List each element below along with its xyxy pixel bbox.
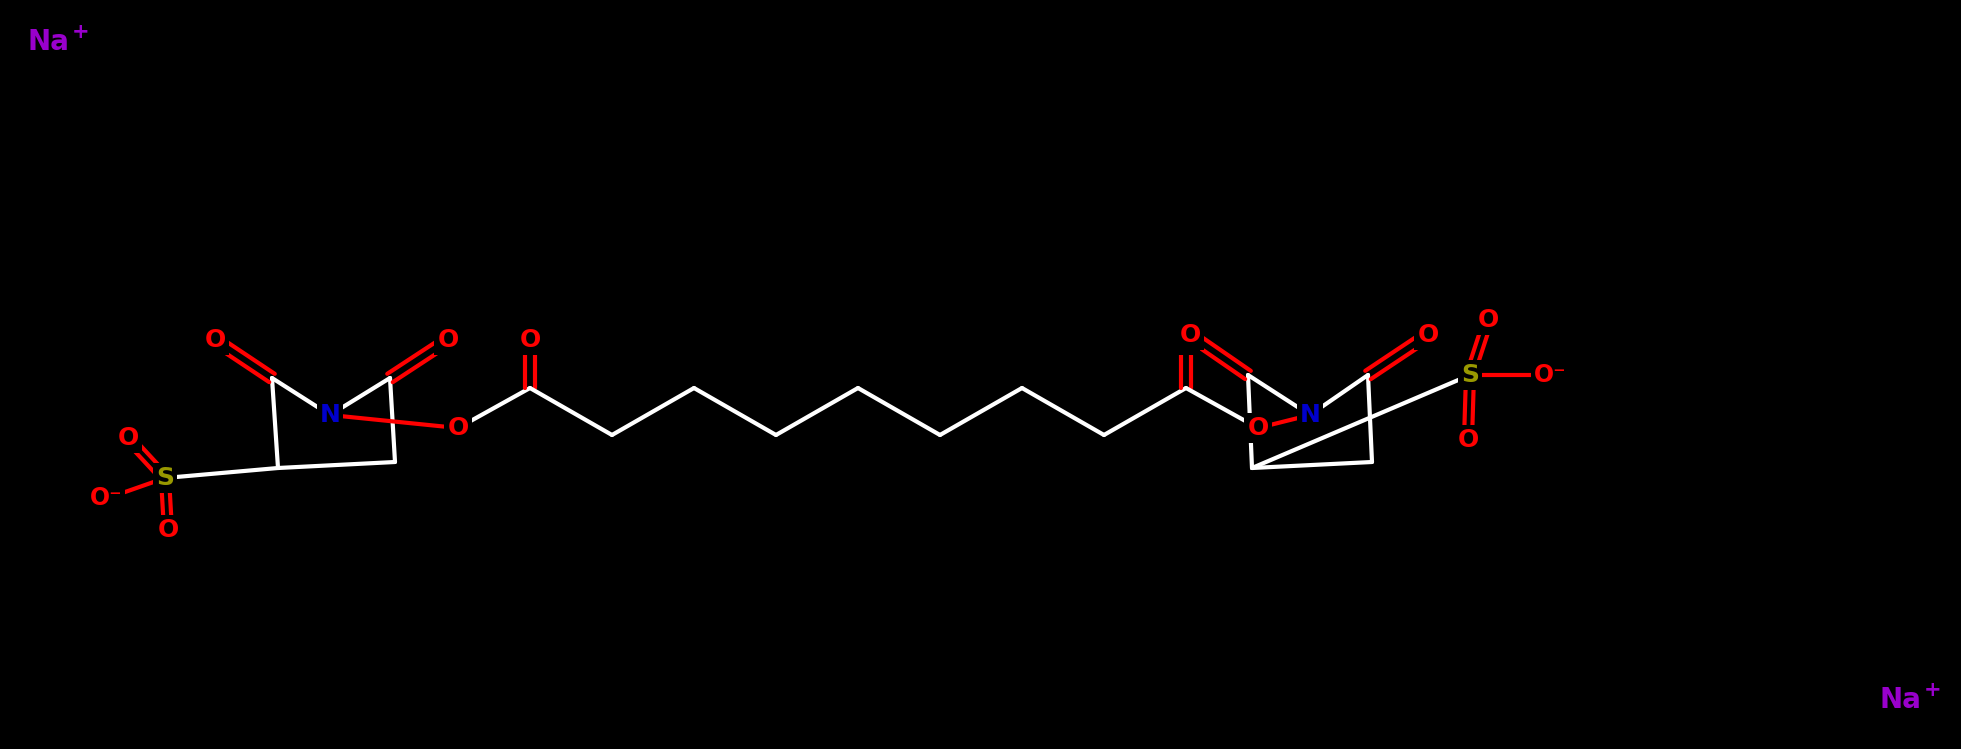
Text: O: O [437, 328, 459, 352]
Text: O⁻: O⁻ [1534, 363, 1567, 387]
Text: O: O [1457, 428, 1479, 452]
Text: O: O [447, 416, 469, 440]
Text: Na: Na [1881, 686, 1922, 714]
Text: O: O [204, 328, 226, 352]
Text: O: O [157, 518, 178, 542]
Text: N: N [320, 403, 341, 427]
Text: O: O [1179, 323, 1200, 347]
Text: +: + [1924, 680, 1941, 700]
Text: O: O [1477, 308, 1498, 332]
Text: O: O [520, 328, 541, 352]
Text: O: O [1247, 416, 1269, 440]
Text: N: N [1300, 403, 1320, 427]
Text: O: O [118, 426, 139, 450]
Text: S: S [157, 466, 175, 490]
Text: Na: Na [27, 28, 71, 56]
Text: +: + [73, 22, 90, 42]
Text: O: O [1418, 323, 1439, 347]
Text: O⁻: O⁻ [90, 486, 122, 510]
Text: S: S [1461, 363, 1479, 387]
Text: O: O [1175, 328, 1196, 352]
